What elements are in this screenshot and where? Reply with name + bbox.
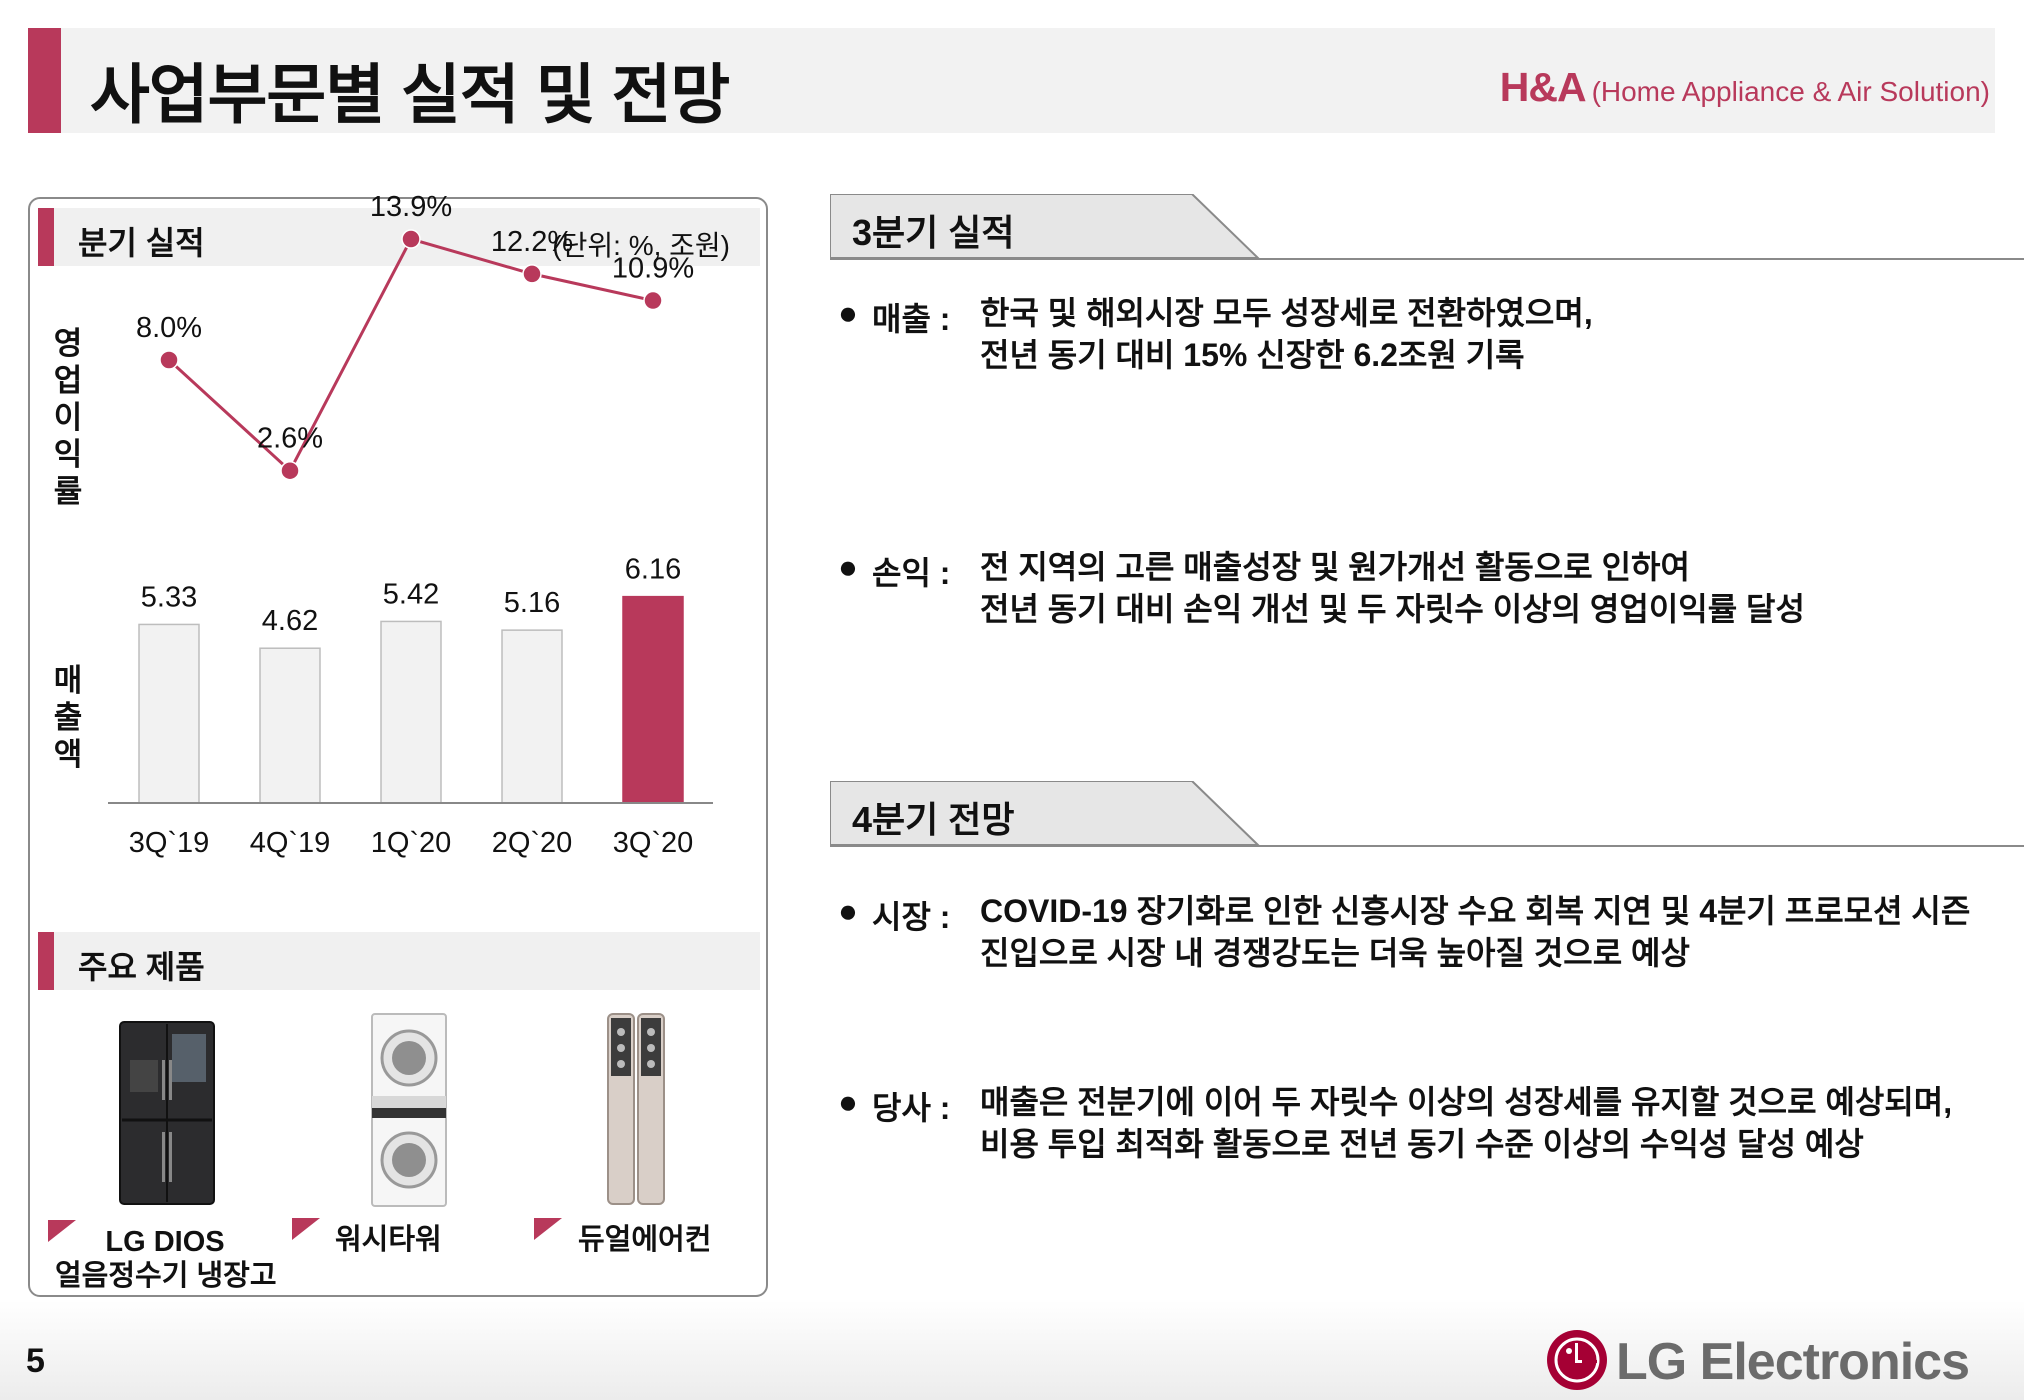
- product-marker: [48, 1220, 76, 1242]
- category-label: 2Q`20: [492, 827, 573, 859]
- q3-bullet-key: 손익 :: [872, 555, 951, 591]
- margin-value-labels: 8.0% 2.6% 13.9% 12.2% 10.9%: [136, 191, 694, 455]
- sales-value-labels: 5.33 4.62 5.42 5.16 6.16: [141, 554, 681, 638]
- sales-value-label: 6.16: [625, 554, 681, 586]
- lg-logo-icon: [1547, 1330, 1607, 1390]
- margin-points: [159, 229, 663, 481]
- margin-value-label: 2.6%: [257, 423, 323, 455]
- margin-value-label: 12.2%: [491, 226, 573, 258]
- sales-value-label: 5.33: [141, 581, 197, 613]
- unit-label: (단위: %, 조원): [552, 230, 730, 261]
- air-conditioner-icon: [607, 1013, 665, 1205]
- sales-bar: [622, 595, 684, 804]
- page-header: 사업부문별 실적 및 전망 H&A (Home Appliance & Air S…: [28, 28, 1995, 133]
- q3-heading-tab: 3분기 실적: [830, 194, 2024, 260]
- margin-line: [167, 237, 654, 474]
- product-label: 워시타워: [335, 1223, 465, 1257]
- q3-heading: 3분기 실적: [852, 212, 1015, 253]
- page-footer: 5 LG Electronics: [0, 1300, 2024, 1400]
- margin-point: [159, 350, 179, 370]
- bullet-line: 전년 동기 대비 15% 신장한 6.2조원 기록: [980, 337, 1525, 373]
- products-section-label: 주요 제품: [78, 949, 205, 985]
- left-panel: [28, 197, 768, 1297]
- bullet-line: 전년 동기 대비 손익 개선 및 두 자릿수 이상의 영업이익률 달성: [980, 591, 1805, 627]
- q3-bullet-text: 전 지역의 고른 매출성장 및 원가개선 활동으로 인하여 전년 동기 대비 손…: [980, 546, 1805, 630]
- product-marker: [292, 1218, 320, 1240]
- q4-bullet-text: COVID-19 장기화로 인한 신흥시장 수요 회복 지연 및 4분기 프로모…: [980, 890, 1970, 974]
- margin-value-label: 10.9%: [612, 253, 694, 285]
- bullet-line: 비용 투입 최적화 활동으로 전년 동기 수준 이상의 수익성 달성 예상: [980, 1126, 1864, 1162]
- product-name: LG DIOS: [105, 1226, 225, 1258]
- category-label: 4Q`19: [250, 827, 331, 859]
- category-labels: 3Q`19 4Q`19 1Q`20 2Q`20 3Q`20: [129, 827, 694, 859]
- margin-value-label: 8.0%: [136, 312, 202, 344]
- tab-rule: [830, 845, 2024, 847]
- product-label: 듀얼에어컨: [578, 1223, 728, 1257]
- product-name: 워시타워: [335, 1224, 442, 1256]
- quarterly-section-label: 분기 실적: [78, 225, 205, 261]
- q4-bullet-key: 시장 :: [872, 899, 951, 935]
- product-marker: [534, 1218, 562, 1240]
- lg-logo: LG Electronics: [1546, 1329, 1970, 1393]
- washer-dryer-icon: [371, 1013, 447, 1207]
- page-number: 5: [26, 1342, 45, 1380]
- sales-bars: [138, 595, 684, 804]
- bullet-dot: ●: [838, 294, 858, 331]
- sales-bar: [138, 623, 200, 804]
- sales-value-label: 4.62: [262, 605, 318, 637]
- brand-name: LG Electronics: [1616, 1333, 1970, 1391]
- category-label: 1Q`20: [371, 827, 452, 859]
- q4-bullet-key: 당사 :: [872, 1090, 951, 1126]
- tab-rule: [830, 258, 2024, 260]
- sales-value-label: 5.42: [383, 578, 439, 610]
- margin-value-label: 13.9%: [370, 191, 452, 223]
- margin-point: [280, 460, 300, 481]
- category-label: 3Q`20: [613, 827, 694, 859]
- category-label: 3Q`19: [129, 827, 210, 859]
- section-accent-bar: [38, 932, 54, 990]
- margin-point: [401, 229, 421, 249]
- q4-bullet-text: 매출은 전분기에 이어 두 자릿수 이상의 성장세를 유지할 것으로 예상되며,…: [980, 1081, 1952, 1165]
- division-full: (Home Appliance & Air Solution): [1591, 76, 1990, 107]
- q3-bullet-key: 매출 :: [872, 301, 951, 337]
- q4-heading: 4분기 전망: [852, 799, 1015, 840]
- quarterly-section-header: 분기 실적 (단위: %, 조원): [38, 208, 760, 266]
- product-label: LG DIOS 얼음정수기 냉장고: [55, 1225, 277, 1293]
- refrigerator-icon: [119, 1021, 215, 1205]
- bullet-dot: ●: [838, 1083, 858, 1120]
- product-subname: 얼음정수기 냉장고: [55, 1260, 277, 1292]
- bullet-dot: ●: [838, 548, 858, 585]
- bullet-dot: ●: [838, 892, 858, 929]
- q4-heading-tab: 4분기 전망: [830, 781, 2024, 847]
- sales-value-label: 5.16: [504, 587, 560, 619]
- margin-point: [522, 264, 542, 284]
- bullet-line: 매출은 전분기에 이어 두 자릿수 이상의 성장세를 유지할 것으로 예상되며,: [980, 1084, 1953, 1120]
- q3-bullet-text: 한국 및 해외시장 모두 성장세로 전환하였으며, 전년 동기 대비 15% 신…: [980, 292, 1593, 376]
- bullet-line: 진입으로 시장 내 경쟁강도는 더욱 높아질 것으로 예상: [980, 935, 1690, 971]
- bullet-line: 전 지역의 고른 매출성장 및 원가개선 활동으로 인하여: [980, 549, 1690, 585]
- header-accent-bar: [28, 28, 61, 133]
- section-accent-bar: [38, 208, 54, 266]
- division-abbr: H&A: [1499, 64, 1587, 110]
- margin-point: [643, 290, 663, 311]
- sales-bar: [380, 620, 442, 804]
- product-name: 듀얼에어컨: [578, 1224, 712, 1256]
- products-section-header: 주요 제품: [38, 932, 760, 990]
- bullet-line: 한국 및 해외시장 모두 성장세로 전환하였으며,: [980, 295, 1593, 331]
- bullet-line: COVID-19 장기화로 인한 신흥시장 수요 회복 지연 및 4분기 프로모…: [980, 893, 1971, 929]
- sales-bar: [259, 647, 321, 804]
- sales-bar: [501, 629, 563, 804]
- page-title: 사업부문별 실적 및 전망: [90, 58, 730, 131]
- division-label: H&A (Home Appliance & Air Solution): [1500, 64, 1990, 111]
